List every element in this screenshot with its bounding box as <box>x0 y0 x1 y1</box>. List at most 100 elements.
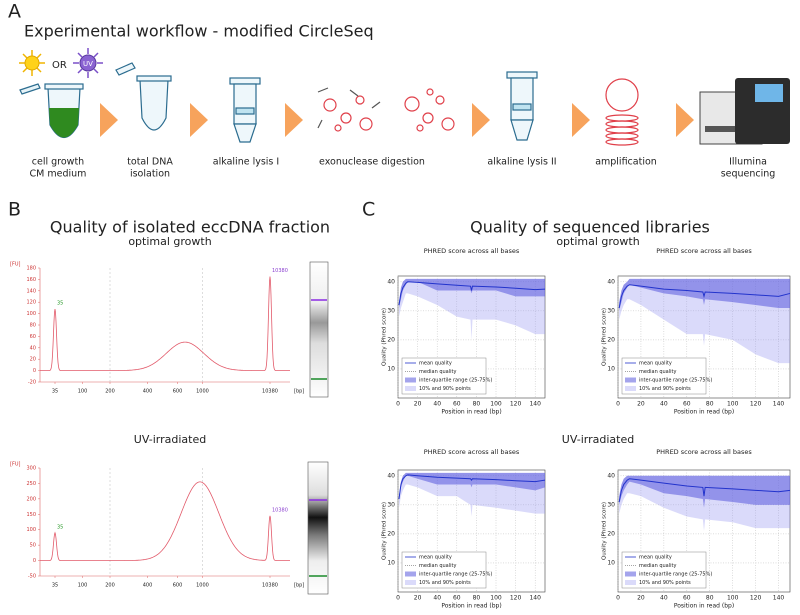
step-label: alkaline lysis I <box>213 157 279 168</box>
x-tick-label: 120 <box>750 401 762 408</box>
x-tick-label: 20 <box>637 401 645 408</box>
trace <box>40 276 290 371</box>
y-tick-label: 40 <box>607 278 615 285</box>
x-tick-label: 400 <box>143 583 153 589</box>
mean-line <box>618 284 791 309</box>
y-tick-label: 30 <box>387 307 395 314</box>
step-label: total DNA <box>127 157 173 168</box>
y-tick-label: 20 <box>387 336 395 343</box>
legend-label: median quality <box>419 369 456 375</box>
x-axis-label: Position in read (bp) <box>441 603 501 610</box>
step-label: sequencing <box>721 169 776 180</box>
x-tick-label: 20 <box>637 595 645 602</box>
gel-lane <box>309 261 329 398</box>
x-tick-label: 200 <box>105 583 115 589</box>
step-label: exonuclease digestion <box>319 157 425 168</box>
y-tick-label: 20 <box>387 530 395 537</box>
x-tick-label: 100 <box>490 595 502 602</box>
legend-swatch <box>405 571 416 577</box>
x-tick-label: 120 <box>750 595 762 602</box>
sun-icon <box>19 50 45 76</box>
y-tick-label: -50 <box>28 574 36 580</box>
peak-label: 10380 <box>272 268 288 274</box>
y-tick-label: 0 <box>33 558 36 564</box>
x-tick-label: 60 <box>683 595 691 602</box>
step-label: Illumina <box>729 157 767 168</box>
legend-box <box>621 357 707 395</box>
y-tick-label: 10 <box>607 365 615 372</box>
y-axis-label: Quality (Phred score) <box>602 502 608 560</box>
condition-label: UV-irradiated <box>134 433 206 446</box>
y-tick-label: 40 <box>387 472 395 479</box>
legend-label: median quality <box>639 563 676 569</box>
x-tick-label: 100 <box>727 401 739 408</box>
y-tick-label: 20 <box>607 336 615 343</box>
y-tick-label: 10 <box>387 559 395 566</box>
peak-label: 35 <box>57 301 63 307</box>
y-tick-label: 10 <box>387 365 395 372</box>
legend-label: median quality <box>419 563 456 569</box>
mean-line <box>618 478 791 503</box>
iqr-band <box>398 472 545 500</box>
step-arrow <box>190 103 208 137</box>
x-unit: [bp] <box>294 389 304 395</box>
step-label: isolation <box>130 169 170 180</box>
y-tick-label: 20 <box>607 530 615 537</box>
x-tick-label: 35 <box>52 583 58 589</box>
legend-label: inter-quartile range (25-75%) <box>419 572 492 578</box>
legend-swatch <box>405 580 416 585</box>
step-label: alkaline lysis II <box>487 157 556 168</box>
plot-title: PHRED score across all bases <box>424 247 520 255</box>
x-tick-label: 600 <box>173 583 183 589</box>
legend-box <box>401 551 487 589</box>
y-tick-label: 100 <box>26 311 36 317</box>
y-tick-label: 150 <box>26 512 36 518</box>
plot-title: PHRED score across all bases <box>424 448 520 456</box>
x-tick-label: 600 <box>173 389 183 395</box>
x-tick-label: 140 <box>529 401 541 408</box>
step-arrow <box>100 103 118 137</box>
y-tick-label: 40 <box>387 278 395 285</box>
panel-label: A <box>8 1 21 23</box>
y-tick-label: 140 <box>26 288 36 294</box>
y-axis-label: Quality (Phred score) <box>602 308 608 366</box>
legend-box <box>621 551 707 589</box>
y-unit: [FU] <box>10 262 20 268</box>
column-icon <box>506 71 538 141</box>
legend-label: 10% and 90% points <box>419 580 471 586</box>
y-axis-label: Quality (Phred score) <box>382 308 388 366</box>
condition-label: UV-irradiated <box>562 433 634 446</box>
x-unit: [bp] <box>294 583 304 589</box>
y-tick-label: 250 <box>26 481 36 487</box>
panel-label: B <box>8 199 21 221</box>
legend-label: 10% and 90% points <box>639 386 691 392</box>
x-tick-label: 120 <box>510 401 522 408</box>
uv-icon <box>73 48 103 78</box>
plot-title: PHRED score across all bases <box>656 247 752 255</box>
dna-circles-icon <box>317 87 455 132</box>
x-axis-label: Position in read (bp) <box>674 603 734 610</box>
peak-label: 10380 <box>272 507 288 513</box>
x-tick-label: 100 <box>727 595 739 602</box>
y-axis-label: Quality (Phred score) <box>382 502 388 560</box>
legend-swatch <box>625 571 636 577</box>
legend-swatch <box>625 386 636 391</box>
mean-line <box>398 281 546 306</box>
y-tick-label: 180 <box>26 266 36 272</box>
condition-label: optimal growth <box>128 235 211 248</box>
legend-label: mean quality <box>639 555 672 561</box>
panel-title: Quality of isolated eccDNA fraction <box>50 218 330 237</box>
y-tick-label: 30 <box>607 501 615 508</box>
plot-title: PHRED score across all bases <box>656 448 752 456</box>
x-tick-label: 40 <box>433 401 441 408</box>
x-tick-label: 140 <box>529 595 541 602</box>
x-tick-label: 100 <box>78 583 88 589</box>
workflow-title: Experimental workflow - modified CircleS… <box>24 22 374 41</box>
x-tick-label: 10380 <box>262 583 278 589</box>
y-tick-label: 50 <box>30 543 36 549</box>
y-tick-label: 200 <box>26 496 36 502</box>
x-tick-label: 140 <box>773 401 785 408</box>
step-arrow <box>285 103 303 137</box>
mean-line <box>398 474 546 500</box>
panel-title: Quality of sequenced libraries <box>470 218 710 237</box>
